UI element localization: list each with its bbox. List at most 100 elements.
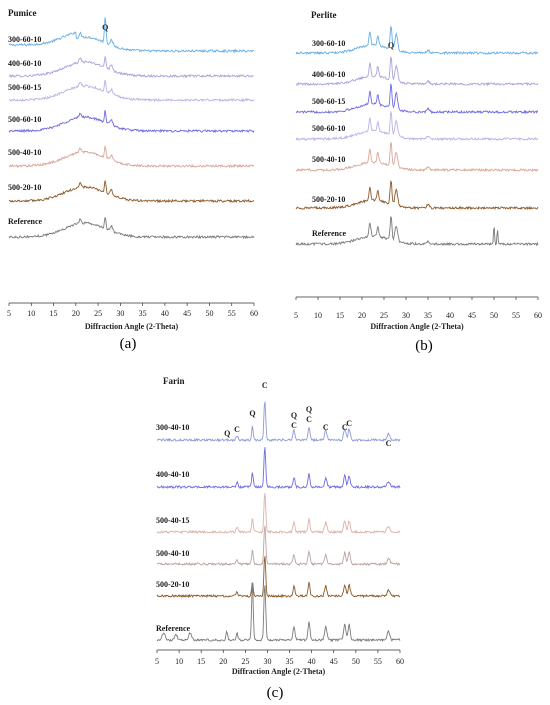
x-tick-label: 20 xyxy=(72,309,80,318)
x-tick-label: 15 xyxy=(50,309,58,318)
peak-label-Q: Q xyxy=(102,23,108,32)
series-label: 500-60-15 xyxy=(8,83,41,92)
peak-label-C: C xyxy=(323,423,329,432)
series-line-400-60-10 xyxy=(296,56,539,87)
series-label: Reference xyxy=(312,229,347,238)
x-tick-label: 35 xyxy=(286,657,294,666)
x-axis-title: Diffraction Angle (2-Theta) xyxy=(232,667,326,676)
series-label: 300-40-10 xyxy=(156,423,189,432)
x-tick-label: 35 xyxy=(424,311,432,320)
x-tick-label: 10 xyxy=(27,309,35,318)
panel-caption: (a) xyxy=(120,336,137,352)
series-line-Reference xyxy=(156,582,401,643)
series-line-500-40-15 xyxy=(156,492,401,535)
x-tick-label: 30 xyxy=(263,657,271,666)
series-label: Reference xyxy=(156,624,191,633)
x-tick-label: 45 xyxy=(330,657,338,666)
series-label: 500-60-10 xyxy=(8,115,41,124)
series-label: 500-20-10 xyxy=(312,195,345,204)
peak-label-Q: Q xyxy=(249,409,255,418)
series-line-500-20-10 xyxy=(295,180,539,211)
peak-label-Q: Q xyxy=(224,429,230,438)
series-line-300-60-10 xyxy=(295,25,539,56)
x-axis-title: Diffraction Angle (2-Theta) xyxy=(370,322,464,331)
series-label: 300-60-10 xyxy=(8,35,41,44)
x-tick-label: 5 xyxy=(7,309,11,318)
series-label: 500-40-15 xyxy=(156,516,189,525)
series-line-500-40-10 xyxy=(8,144,254,169)
series-line-500-60-15 xyxy=(8,79,255,103)
series-line-400-40-10 xyxy=(156,447,401,490)
x-tick-label: 5 xyxy=(155,657,159,666)
peak-label-C: C xyxy=(386,439,392,448)
panel-title: Pumice xyxy=(8,8,37,18)
series-line-500-60-15 xyxy=(295,83,539,115)
peak-label-Q: Q xyxy=(291,411,297,420)
series-line-300-40-10 xyxy=(157,401,401,443)
x-tick-label: 60 xyxy=(534,311,542,320)
x-tick-label: 10 xyxy=(175,657,183,666)
chart-panel-b: 5 10 15 20 25 30 35 40 45 50 55 60 Diffraction Angle… xyxy=(294,10,542,354)
series-line-500-40-10 xyxy=(296,142,539,173)
series-label: 500-20-10 xyxy=(156,580,189,589)
x-tick-label: 45 xyxy=(468,311,476,320)
x-tick-label: 25 xyxy=(94,309,102,318)
series-label: 500-20-10 xyxy=(8,183,41,192)
peak-label-C: C xyxy=(306,415,312,424)
x-tick-label: 35 xyxy=(139,309,147,318)
chart-panel-c: 5 10 15 20 25 30 35 40 45 50 55 60 Diffraction Angle… xyxy=(155,376,404,701)
series-line-Reference xyxy=(295,216,539,247)
peak-label-C: C xyxy=(342,423,348,432)
x-tick-label: 20 xyxy=(358,311,366,320)
peak-label-Q: Q xyxy=(388,41,394,50)
x-tick-label: 45 xyxy=(183,309,191,318)
x-axis-title: Diffraction Angle (2-Theta) xyxy=(85,322,179,331)
x-tick-label: 25 xyxy=(380,311,388,320)
series-label: Reference xyxy=(8,217,43,226)
x-tick-label: 30 xyxy=(402,311,410,320)
series-line-500-60-10 xyxy=(295,110,539,142)
panel-title: Perlite xyxy=(311,10,336,20)
x-tick-label: 50 xyxy=(352,657,360,666)
series-line-Reference xyxy=(8,216,255,240)
panel-caption: (c) xyxy=(267,685,284,701)
panel-title: Farin xyxy=(163,376,185,386)
x-tick-label: 15 xyxy=(197,657,205,666)
x-tick-label: 40 xyxy=(161,309,169,318)
series-line-500-60-10 xyxy=(8,110,255,134)
x-tick-label: 40 xyxy=(308,657,316,666)
series-label: 500-40-10 xyxy=(312,155,345,164)
series-label: 500-40-10 xyxy=(156,549,189,558)
x-tick-label: 55 xyxy=(228,309,236,318)
series-line-500-40-10 xyxy=(157,525,401,567)
series-label: 400-40-10 xyxy=(156,470,189,479)
x-tick-label: 55 xyxy=(374,657,382,666)
x-tick-label: 60 xyxy=(396,657,404,666)
x-tick-label: 40 xyxy=(446,311,454,320)
x-tick-label: 5 xyxy=(294,311,298,320)
x-tick-label: 30 xyxy=(116,309,124,318)
series-line-400-60-10 xyxy=(8,55,255,79)
series-label: 500-40-10 xyxy=(8,148,41,157)
peak-label-C: C xyxy=(291,421,297,430)
x-tick-label: 25 xyxy=(241,657,249,666)
panel-caption: (b) xyxy=(415,338,433,354)
x-tick-label: 15 xyxy=(336,311,344,320)
peak-label-C: C xyxy=(234,425,240,434)
x-tick-label: 20 xyxy=(219,657,227,666)
x-tick-label: 55 xyxy=(512,311,520,320)
series-label: 400-60-10 xyxy=(312,70,345,79)
x-tick-label: 60 xyxy=(250,309,258,318)
series-label: 300-60-10 xyxy=(312,39,345,48)
series-label: 500-60-10 xyxy=(312,124,345,133)
peak-label-C: C xyxy=(262,381,268,390)
series-label: 400-60-10 xyxy=(8,59,41,68)
series-line-500-20-10 xyxy=(156,556,401,599)
chart-panel-a: 5 10 15 20 25 30 35 40 45 50 55 60 Diffraction Angle… xyxy=(7,8,258,352)
peak-label-Q: Q xyxy=(306,405,312,414)
peak-label-C: C xyxy=(346,419,352,428)
x-tick-label: 10 xyxy=(314,311,322,320)
series-label: 500-60-15 xyxy=(312,97,345,106)
x-tick-label: 50 xyxy=(490,311,498,320)
